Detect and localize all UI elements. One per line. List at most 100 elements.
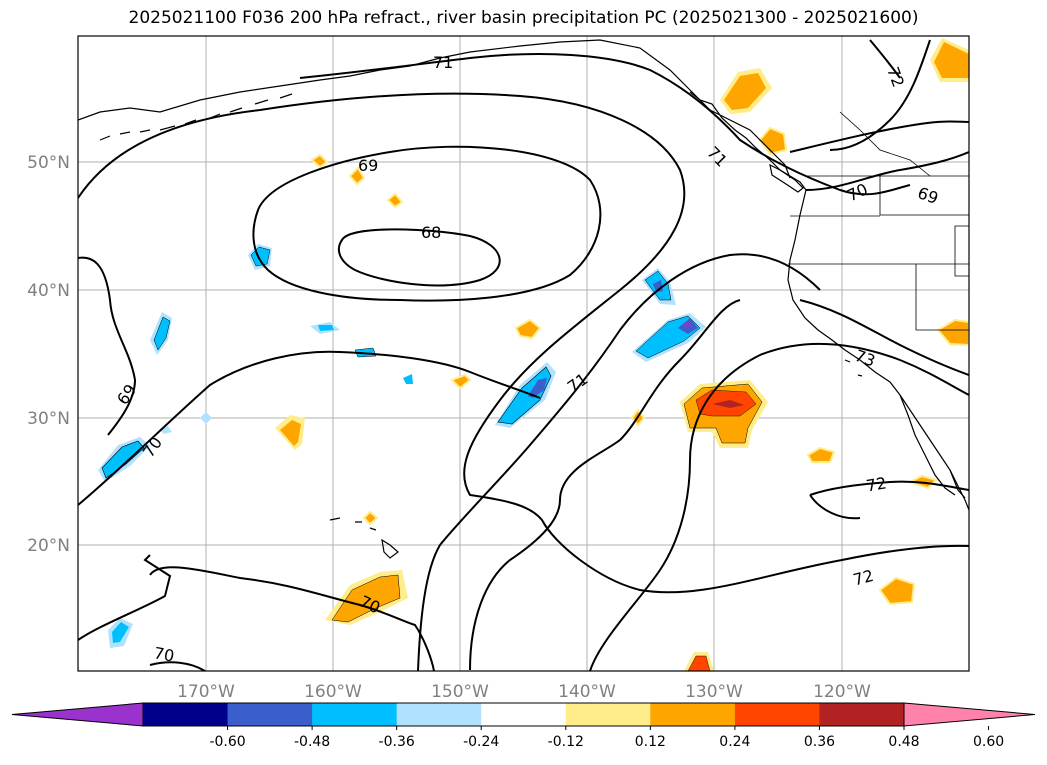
contour-label: 68 (421, 223, 441, 242)
contour-label: 69 (915, 183, 941, 208)
contour-71-south (469, 299, 741, 671)
colorbar-tick-label: 0.48 (888, 734, 919, 750)
contour-71 (417, 253, 821, 671)
anomaly-positive (514, 318, 542, 340)
contour-label: 73 (852, 346, 878, 371)
colorbar-tick-label: -0.12 (548, 734, 584, 750)
baja-california (899, 394, 956, 496)
bc-alberta-border (839, 111, 931, 177)
colorbar-segment (312, 703, 398, 726)
lon-label: 170°W (177, 682, 235, 702)
precip-anomaly-fills (98, 38, 969, 671)
anomaly-positive (878, 576, 916, 606)
colorbar-segment (227, 703, 313, 726)
anomaly-positive (348, 166, 366, 186)
aleutian-islands (99, 93, 293, 141)
latitude-labels: 50°N 40°N 30°N 20°N (27, 153, 70, 556)
anomaly-negative (153, 316, 171, 351)
anomaly-negative (101, 440, 145, 479)
anomaly-negative (528, 378, 547, 398)
colorbar-tick-label: 0.24 (719, 734, 750, 750)
anomaly-positive (331, 574, 401, 623)
colorbar-tick-label: 0.36 (804, 734, 835, 750)
anomaly-negative (112, 622, 129, 643)
colorbar-tick-label: -0.24 (463, 734, 499, 750)
california-islands (844, 359, 863, 377)
colorbar-tick-label: -0.36 (379, 734, 415, 750)
contour-east-2 (789, 120, 969, 153)
colorbar-segment (481, 703, 567, 726)
anomaly-positive (362, 510, 379, 526)
vancouver-island (769, 163, 804, 193)
lon-label: 130°W (685, 682, 743, 702)
contour-72-top (869, 39, 901, 79)
contour-70-south (149, 566, 435, 671)
contour-label: 72 (865, 473, 888, 495)
anomaly-negative (318, 325, 334, 331)
colorbar-ticks: -0.60 -0.48 -0.36 -0.24 -0.12 0.12 0.24 0.36 0.4… (209, 726, 1004, 750)
lon-label: 140°W (558, 682, 616, 702)
contour-label: 69 (358, 156, 378, 175)
anomaly-positive (758, 126, 788, 156)
anomaly-positive (386, 192, 404, 209)
colorbar-tick-label: 0.60 (973, 734, 1004, 750)
anomaly-positive (724, 73, 766, 110)
lon-label: 120°W (813, 682, 871, 702)
lat-label: 50°N (27, 153, 70, 173)
bc-coast (689, 91, 807, 191)
lon-label: 160°W (304, 682, 362, 702)
map-title: 2025021100 F036 200 hPa refract., river … (128, 8, 919, 28)
longitude-labels: 170°W 160°W 150°W 140°W 130°W 120°W (177, 682, 871, 702)
colorbar-frame (142, 702, 905, 727)
contour-71-north (299, 53, 911, 196)
contour-label: 71 (703, 143, 731, 171)
anomaly-positive (310, 153, 329, 169)
contour-72-ne (829, 39, 931, 151)
colorbar: -0.60 -0.48 -0.36 -0.24 -0.12 0.12 0.24 0.36 0.4… (11, 702, 1036, 750)
alaska-coast (78, 39, 791, 179)
lat-label: 20°N (27, 536, 70, 556)
contour-69 (252, 145, 602, 302)
anomaly-negative (160, 426, 172, 434)
contour-70-bottom (149, 661, 206, 671)
contour-69-west (78, 256, 137, 436)
contour-70 (78, 92, 969, 594)
contour-label: 72 (851, 566, 876, 590)
political-borders (788, 111, 969, 331)
colorbar-segments (11, 702, 1036, 727)
anomaly-positive (687, 655, 711, 671)
anomaly-negative (682, 321, 691, 328)
contour-label: 70 (139, 433, 166, 461)
mexico-coast (949, 469, 969, 511)
anomaly-positive (934, 42, 969, 78)
contour-label: 71 (433, 53, 453, 72)
contour-70-inner (78, 350, 541, 506)
anomaly-negative (403, 374, 413, 384)
colorbar-segment (143, 703, 229, 726)
hawaii-islands (329, 517, 399, 559)
contour-72-south (809, 480, 969, 520)
gridlines (78, 36, 969, 671)
contour-72 (589, 342, 969, 671)
contour-east (805, 151, 969, 191)
lat-label: 40°N (27, 281, 70, 301)
colorbar-segment (565, 703, 651, 726)
contour-70-sw (78, 554, 172, 641)
map-frame (77, 35, 970, 672)
colorbar-segment (734, 703, 820, 726)
contour-label: 72 (883, 64, 908, 90)
anomaly-positive (806, 446, 836, 463)
colorbar-segment (396, 703, 482, 726)
state-border (879, 176, 969, 216)
colorbar-tick-label: -0.48 (294, 734, 330, 750)
lon-label: 150°W (431, 682, 489, 702)
anomaly-positive (450, 373, 472, 390)
state-border (915, 264, 969, 331)
colorbar-extend-high (903, 702, 1036, 727)
colorbar-tick-label: -0.60 (209, 734, 245, 750)
contour-label: 70 (152, 643, 175, 665)
anomaly-positive (936, 318, 969, 347)
anomaly-positive (280, 420, 301, 446)
lat-label: 30°N (27, 409, 70, 429)
